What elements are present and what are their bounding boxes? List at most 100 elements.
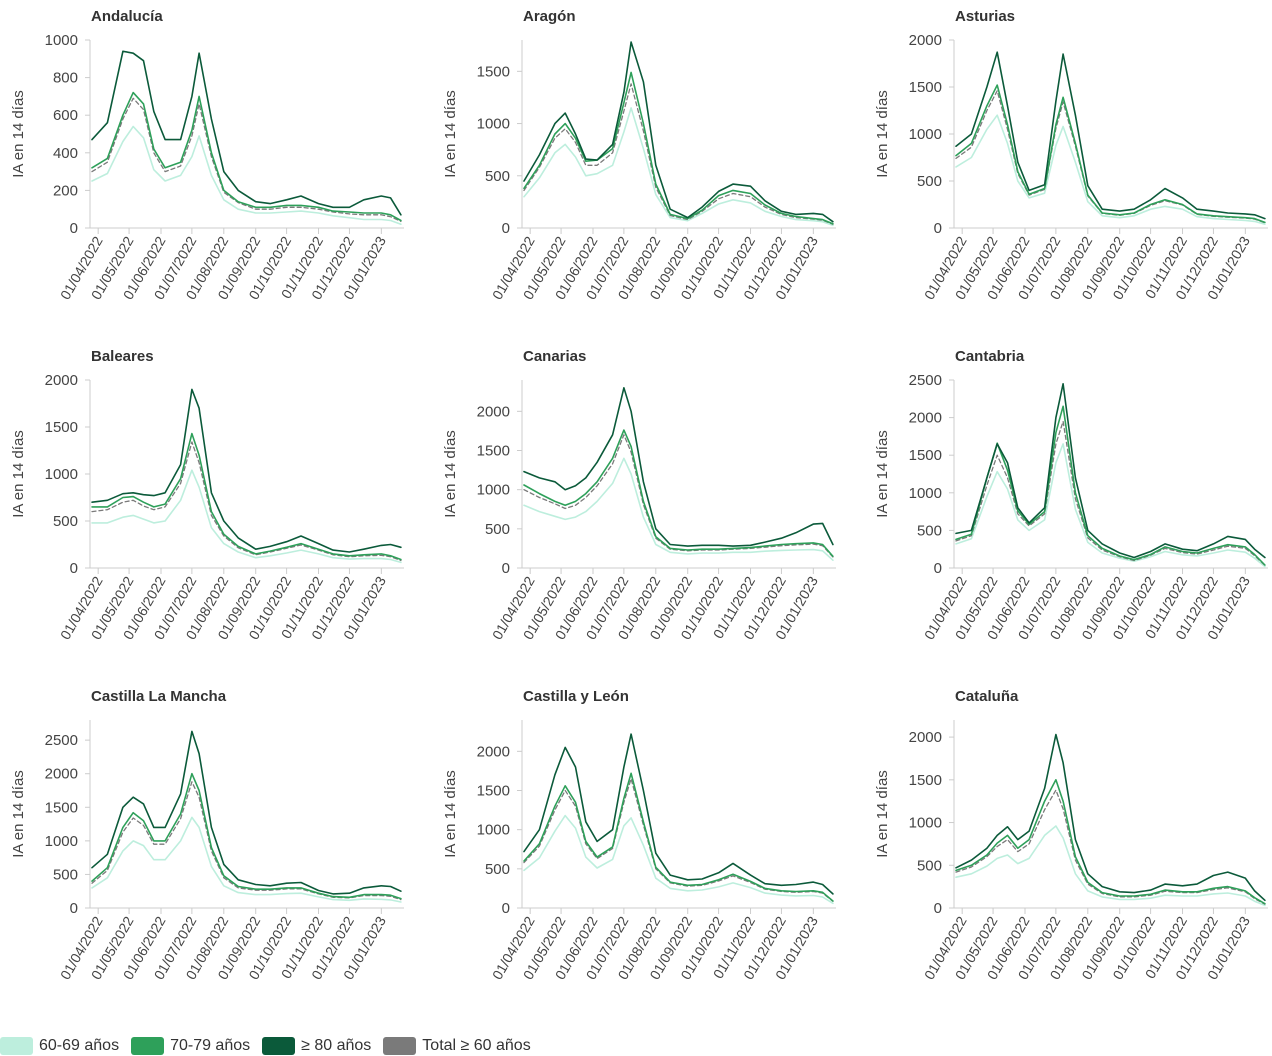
y-tick-label: 0 — [70, 220, 78, 237]
series-line-80-anos — [523, 386, 834, 547]
y-tick-label: 500 — [917, 173, 942, 190]
y-tick-label: 1000 — [477, 822, 510, 839]
y-tick-label: 1000 — [45, 833, 78, 850]
y-axis-label: IA en 14 días — [442, 430, 459, 518]
series-line-total-60-anos — [523, 83, 834, 225]
legend-label: ≥ 80 años — [301, 1037, 372, 1054]
y-axis-label: IA en 14 días — [442, 770, 459, 858]
legend-label: Total ≥ 60 años — [422, 1037, 531, 1054]
y-tick-label: 2000 — [909, 729, 942, 746]
y-tick-label: 1000 — [477, 116, 510, 133]
legend: 60-69 años 70-79 años ≥ 80 años Total ≥ 60 … — [0, 1036, 543, 1056]
y-tick-label: 2000 — [477, 743, 510, 760]
y-axis-label: IA en 14 días — [874, 430, 891, 518]
series-line-60-69-anos — [523, 814, 834, 905]
series-line-60-69-anos — [955, 825, 1266, 907]
y-tick-label: 500 — [485, 521, 510, 538]
series-line-80-anos — [955, 733, 1266, 902]
y-tick-label: 2500 — [45, 732, 78, 749]
chart-title: Castilla y León — [523, 688, 629, 705]
y-tick-label: 2500 — [909, 372, 942, 389]
y-tick-label: 2000 — [45, 766, 78, 783]
y-tick-label: 2000 — [45, 372, 78, 389]
series-line-total-60-anos — [955, 789, 1266, 905]
y-tick-label: 1500 — [909, 772, 942, 789]
y-tick-label: 500 — [485, 861, 510, 878]
series-line-total-60-anos — [523, 434, 834, 558]
series-line-total-60-anos — [91, 441, 402, 562]
y-tick-label: 0 — [70, 560, 78, 577]
legend-item-70-79-anos: 70-79 años — [131, 1037, 250, 1055]
y-tick-label: 1000 — [477, 482, 510, 499]
series-line-60-69-anos — [955, 443, 1266, 568]
series-line-total-60-anos — [955, 90, 1266, 224]
y-tick-label: 1500 — [45, 419, 78, 436]
series-line-60-69-anos — [91, 469, 402, 564]
series-line-80-anos — [955, 382, 1266, 559]
y-tick-label: 0 — [934, 560, 942, 577]
series-line-70-79-anos — [955, 84, 1266, 224]
chart-title: Canarias — [523, 348, 586, 365]
y-tick-label: 1000 — [909, 126, 942, 143]
series-line-total-60-anos — [91, 97, 402, 223]
series-line-70-79-anos — [955, 778, 1266, 905]
series-line-70-79-anos — [523, 772, 834, 902]
legend-swatch — [262, 1037, 296, 1055]
series-line-60-69-anos — [523, 457, 834, 562]
chart-title: Asturias — [955, 8, 1015, 25]
legend-label: 60-69 años — [39, 1037, 120, 1054]
series-line-total-60-anos — [955, 420, 1266, 567]
y-tick-label: 0 — [502, 220, 510, 237]
series-line-70-79-anos — [523, 429, 834, 558]
y-tick-label: 1500 — [477, 63, 510, 80]
small-multiples-chart-grid: Andalucía 0 200 400 600 800 1000 IA en 14 días 0… — [10, 8, 1268, 982]
y-axis-label: IA en 14 días — [874, 90, 891, 178]
y-tick-label: 1500 — [477, 443, 510, 460]
series-line-60-69-anos — [955, 114, 1266, 225]
y-axis-label: IA en 14 días — [10, 770, 27, 858]
chart-title: Andalucía — [91, 8, 163, 25]
chart-title: Baleares — [91, 348, 154, 365]
series-line-80-anos — [523, 41, 834, 223]
y-tick-label: 1500 — [909, 447, 942, 464]
y-axis-label: IA en 14 días — [10, 430, 27, 518]
y-tick-label: 1000 — [45, 466, 78, 483]
chart-cantabria: Cantabria 0 500 1000 1500 2000 2500 IA en 14 dí… — [874, 348, 1268, 642]
series-line-70-79-anos — [91, 772, 402, 900]
y-tick-label: 200 — [53, 182, 78, 199]
series-line-80-anos — [91, 730, 402, 895]
y-tick-label: 0 — [502, 560, 510, 577]
y-tick-label: 600 — [53, 107, 78, 124]
series-line-70-79-anos — [91, 432, 402, 561]
y-tick-label: 0 — [502, 900, 510, 917]
chart-title: Aragón — [523, 8, 576, 25]
y-tick-label: 1500 — [45, 799, 78, 816]
legend-item-total-60-anos: Total ≥ 60 años — [383, 1037, 531, 1055]
y-tick-label: 2000 — [909, 410, 942, 427]
legend-item-80-anos: ≥ 80 años — [262, 1037, 371, 1055]
legend-label: 70-79 años — [170, 1037, 251, 1054]
legend-swatch — [0, 1037, 33, 1055]
series-line-80-anos — [91, 388, 402, 553]
series-line-80-anos — [91, 50, 402, 216]
y-tick-label: 500 — [53, 866, 78, 883]
series-line-60-69-anos — [523, 107, 834, 227]
chart-castilla-la-mancha: Castilla La Mancha 0 500 1000 1500 2000 2500 IA… — [10, 688, 404, 982]
series-line-70-79-anos — [523, 71, 834, 225]
series-line-70-79-anos — [91, 91, 402, 222]
y-tick-label: 2000 — [477, 403, 510, 420]
series-line-80-anos — [955, 51, 1266, 220]
legend-swatch — [383, 1037, 417, 1055]
legend-swatch — [131, 1037, 165, 1055]
y-tick-label: 1000 — [909, 485, 942, 502]
y-axis-label: IA en 14 días — [442, 90, 459, 178]
y-tick-label: 500 — [485, 168, 510, 185]
y-tick-label: 1000 — [909, 815, 942, 832]
y-axis-label: IA en 14 días — [10, 90, 27, 178]
series-line-60-69-anos — [91, 125, 402, 225]
